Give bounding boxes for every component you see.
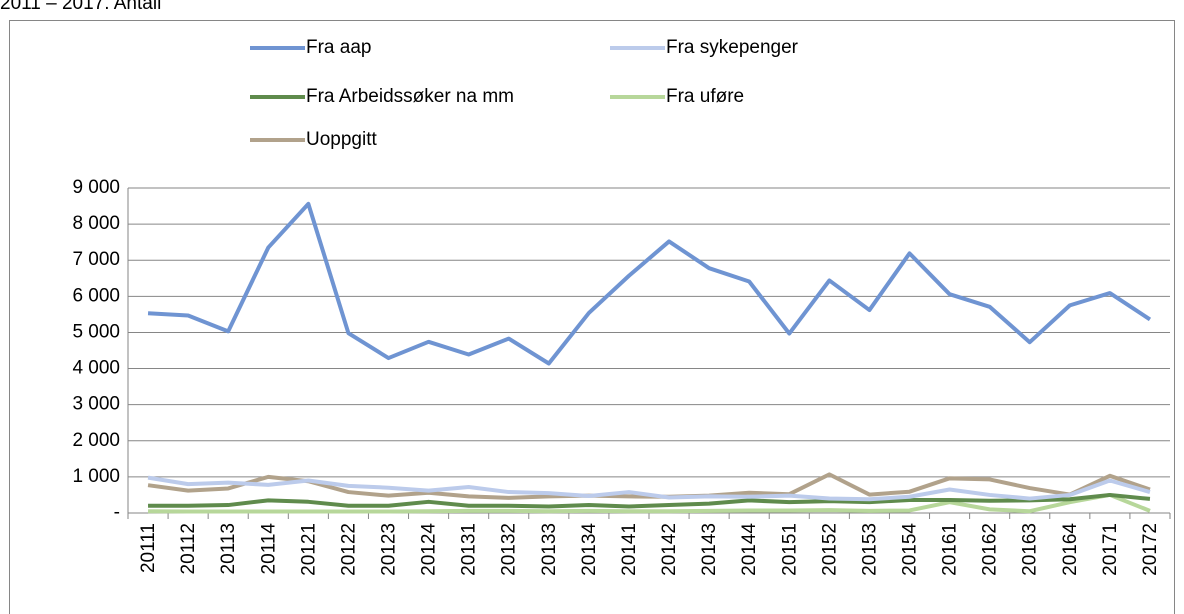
chart-frame — [9, 20, 1175, 614]
y-tick-label: 5 000 — [72, 321, 120, 342]
y-tick-label: - — [114, 502, 120, 523]
y-tick-label: 6 000 — [72, 285, 120, 306]
chart-title: 2011 – 2017. Antall — [0, 0, 161, 14]
y-tick-label: 9 000 — [72, 177, 120, 198]
series-line — [147, 475, 1151, 502]
x-tick-label: 20151 — [779, 523, 800, 576]
x-tick-label: 20131 — [459, 523, 480, 576]
x-tick-label: 20122 — [338, 523, 359, 576]
x-tick-label: 20124 — [419, 523, 440, 576]
legend-label: Uoppgitt — [306, 129, 377, 150]
x-tick-label: 20144 — [739, 523, 760, 576]
x-tick-label: 20153 — [859, 523, 880, 576]
x-tick-label: 20172 — [1140, 523, 1161, 576]
x-tick-label: 20161 — [940, 523, 961, 576]
x-tick-label: 20152 — [819, 523, 840, 576]
x-tick-label: 20121 — [298, 523, 319, 576]
legend-label: Fra aap — [306, 37, 371, 58]
x-tick-label: 20114 — [258, 523, 279, 575]
y-tick-label: 7 000 — [72, 249, 120, 270]
x-tick-label: 20171 — [1100, 523, 1121, 576]
x-tick-label: 20141 — [619, 523, 640, 576]
y-tick-label: 3 000 — [72, 394, 120, 415]
series-line — [147, 201, 1152, 366]
x-tick-label: 20123 — [379, 523, 400, 576]
x-tick-label: 20143 — [699, 523, 720, 576]
x-tick-label: 20134 — [579, 523, 600, 576]
y-tick-label: 8 000 — [72, 213, 120, 234]
legend-label: Fra sykepenger — [666, 37, 799, 58]
y-tick-label: 1 000 — [72, 466, 120, 487]
x-tick-label: 20154 — [900, 523, 921, 576]
series-line — [148, 492, 1151, 514]
x-tick-label: 20164 — [1060, 523, 1081, 576]
y-tick-label: 2 000 — [72, 430, 120, 451]
series-line — [148, 492, 1151, 509]
x-tick-label: 20142 — [659, 523, 680, 576]
x-tick-label: 20112 — [178, 523, 199, 574]
legend-label: Fra Arbeidssøker na mm — [306, 86, 514, 107]
x-tick-label: 20162 — [980, 523, 1001, 576]
x-tick-label: 20132 — [499, 523, 520, 576]
x-tick-label: 20113 — [218, 523, 239, 574]
legend-label: Fra uføre — [666, 86, 744, 107]
x-tick-label: 20111 — [138, 523, 159, 573]
x-tick-label: 20133 — [539, 523, 560, 576]
x-tick-label: 20163 — [1020, 523, 1041, 576]
y-tick-label: 4 000 — [72, 358, 120, 379]
